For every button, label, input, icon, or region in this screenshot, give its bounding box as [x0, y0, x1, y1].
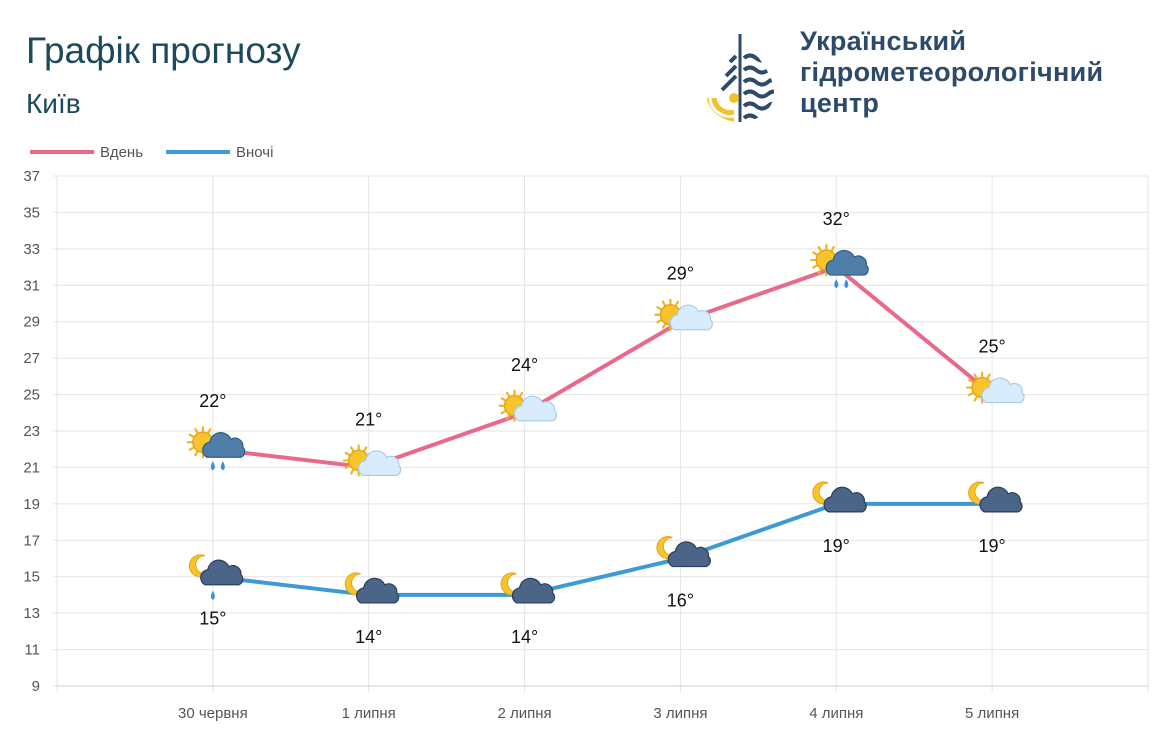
cloud-shape	[513, 395, 558, 422]
sun-cloud-rain-icon	[810, 243, 869, 289]
x-tick-label: 2 липня	[497, 705, 551, 722]
legend: Вдень Вночі	[30, 144, 273, 161]
sun-cloud-icon	[654, 298, 713, 331]
data-label: 22°	[199, 391, 226, 411]
cloud-shape	[200, 559, 244, 586]
y-tick-label: 17	[23, 532, 40, 549]
x-tick-label: 1 липня	[342, 705, 396, 722]
organization-name-line: центр	[800, 88, 880, 118]
y-tick-label: 27	[23, 350, 40, 367]
moon-cloud-icon	[344, 572, 400, 604]
data-label: 14°	[511, 627, 538, 647]
cloud-shape	[202, 432, 246, 458]
y-tick-label: 9	[32, 678, 40, 695]
sun-cloud-icon	[966, 371, 1025, 404]
data-label: 32°	[823, 209, 850, 229]
y-tick-label: 15	[23, 569, 40, 586]
y-tick-label: 31	[23, 277, 40, 294]
y-tick-label: 13	[23, 605, 40, 622]
data-label: 16°	[667, 591, 694, 611]
y-tick-label: 11	[24, 642, 40, 659]
cloud-shape	[667, 541, 711, 568]
rain-drop	[844, 279, 849, 289]
ukrhydromet-logo	[706, 30, 774, 122]
data-label: 25°	[979, 337, 1006, 357]
series-line	[212, 501, 993, 597]
rain-drop	[210, 590, 215, 600]
series-line	[212, 265, 994, 470]
chart-title: Графік прогнозу	[26, 30, 301, 71]
rain-drop	[834, 279, 839, 289]
cloud-shape	[357, 450, 402, 477]
legend-label: Вдень	[100, 144, 143, 161]
series: 22° 21° 24° 29° 32° 25° 15° 14° 14° 16° 19° 19°	[186, 209, 1025, 647]
organization-name-line: гідрометеорологічний	[800, 57, 1104, 87]
sun-cloud-icon	[342, 444, 402, 477]
moon-cloud-icon	[656, 536, 711, 568]
data-label: 15°	[199, 609, 226, 629]
sun-cloud-icon	[498, 389, 558, 422]
y-tick-label: 33	[23, 241, 40, 258]
y-tick-label: 23	[23, 423, 40, 440]
data-label: 21°	[355, 409, 382, 429]
x-tick-label: 30 червня	[178, 705, 248, 722]
x-tick-label: 3 липня	[653, 705, 707, 722]
data-label: 19°	[979, 536, 1006, 556]
moon-cloud-icon	[500, 572, 556, 604]
data-label: 24°	[511, 355, 538, 375]
data-label: 14°	[355, 627, 382, 647]
moon-cloud-icon	[968, 481, 1023, 513]
y-tick-label: 21	[23, 459, 40, 476]
city-name: Київ	[26, 88, 81, 119]
cloud-shape	[825, 249, 869, 276]
moon-cloud-rain-icon	[188, 554, 244, 600]
organization-name-line: Український	[800, 26, 967, 56]
y-tick-label: 25	[23, 387, 40, 404]
y-tick-label: 19	[23, 496, 40, 513]
moon-cloud-icon	[812, 481, 867, 513]
x-tick-label: 5 липня	[965, 705, 1019, 722]
y-tick-label: 35	[23, 204, 40, 221]
data-label: 29°	[667, 264, 694, 284]
organization-name: Український гідрометеорологічний центр	[800, 26, 1103, 119]
cloud-shape	[669, 304, 713, 331]
x-tick-label: 4 липня	[809, 705, 863, 722]
sun-cloud-rain-icon	[186, 426, 246, 471]
data-label: 19°	[823, 536, 850, 556]
cloud-shape	[511, 577, 556, 604]
y-tick-label: 29	[23, 314, 40, 331]
cloud-shape	[355, 577, 400, 604]
rain-drop	[210, 461, 215, 471]
y-tick-label: 37	[23, 168, 40, 185]
rain-drop	[220, 461, 225, 471]
axes: 9 11 13 15 17 19 21 23 25 27 29 31 33 35 37 30 червня 1 …	[23, 168, 1148, 722]
cloud-shape	[981, 377, 1025, 404]
cloud-shape	[979, 486, 1023, 513]
cloud-shape	[823, 486, 867, 513]
legend-label: Вночі	[236, 144, 273, 161]
